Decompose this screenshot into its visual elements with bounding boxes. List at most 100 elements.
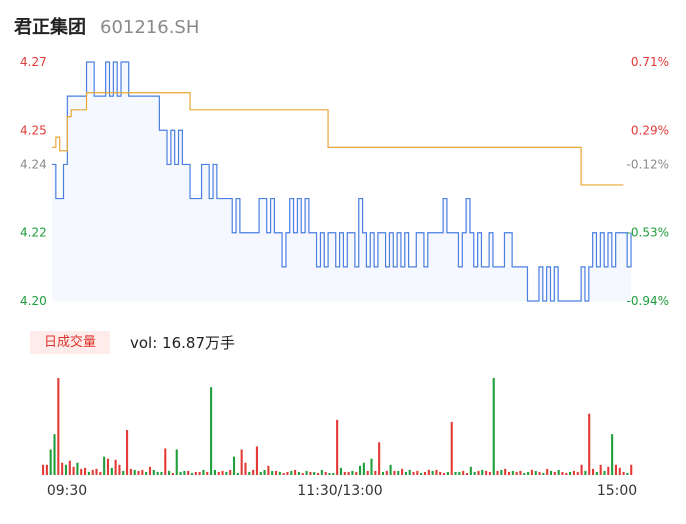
volume-bar xyxy=(290,470,293,475)
price-line xyxy=(52,61,632,302)
volume-bar xyxy=(423,471,427,475)
x-tick: 11:30/13:00 xyxy=(297,483,382,499)
volume-bar xyxy=(614,464,617,475)
volume-bar xyxy=(225,471,228,475)
volume-bar xyxy=(622,471,625,475)
volume-bar xyxy=(507,471,511,475)
volume-bar xyxy=(591,468,595,475)
volume-bar xyxy=(305,470,308,475)
volume-bar xyxy=(458,471,461,475)
volume-bar xyxy=(68,460,71,475)
volume-bar xyxy=(473,471,476,475)
volume-bar xyxy=(397,470,400,475)
volume-bar xyxy=(145,471,148,475)
volume-bar xyxy=(523,472,526,475)
volume-bar xyxy=(439,471,442,475)
volume-bar xyxy=(80,468,83,475)
volume-bar xyxy=(301,472,304,475)
volume-bar xyxy=(618,467,621,475)
price-lines xyxy=(52,61,632,302)
volume-bar xyxy=(259,471,262,475)
volume-bar xyxy=(61,462,64,475)
volume-bar xyxy=(286,471,289,475)
volume-bar xyxy=(420,472,423,475)
volume-bar xyxy=(569,471,572,475)
volume-bar xyxy=(519,470,522,475)
volume-bar xyxy=(339,467,343,475)
y-tick-left: 4.25 xyxy=(20,123,47,137)
volume-bar xyxy=(435,469,438,475)
volume-bar xyxy=(294,469,297,475)
volume-bar xyxy=(401,468,404,475)
volume-bar xyxy=(175,449,178,475)
volume-bar xyxy=(320,469,323,475)
volume-bar xyxy=(274,470,278,475)
volume-value: vol: 16.87万手 xyxy=(130,334,235,352)
volume-bar xyxy=(481,469,484,475)
volume-bars xyxy=(42,378,633,475)
volume-bar xyxy=(152,469,155,475)
volume-bar xyxy=(370,458,373,475)
volume-bar xyxy=(538,471,541,475)
volume-bar xyxy=(213,469,216,475)
volume-bar xyxy=(171,472,174,475)
volume-bar xyxy=(557,469,560,475)
volume-bar xyxy=(374,470,377,475)
volume-bar xyxy=(141,469,144,475)
volume-bar xyxy=(114,459,117,475)
stock-name: 君正集团 xyxy=(14,17,86,38)
volume-bar xyxy=(546,468,549,475)
volume-bar xyxy=(240,449,243,475)
volume-bar xyxy=(271,470,274,475)
volume-bar xyxy=(236,472,239,475)
volume-bar xyxy=(515,471,518,475)
volume-bar xyxy=(244,462,247,475)
volume-bar xyxy=(603,470,606,475)
volume-bar xyxy=(527,471,530,475)
volume-bar xyxy=(164,448,167,475)
volume-bar xyxy=(53,434,56,475)
volume-bar xyxy=(210,387,213,475)
y-tick-right: -0.12% xyxy=(627,157,669,171)
volume-bar xyxy=(412,471,415,475)
y-tick-left: 4.20 xyxy=(20,294,47,308)
volume-bar xyxy=(347,471,350,475)
volume-bar xyxy=(607,466,610,475)
volume-bar xyxy=(454,471,457,475)
volume-bar xyxy=(126,430,129,475)
average-line xyxy=(52,92,624,186)
y-tick-right: -0.53% xyxy=(627,226,669,240)
volume-bar xyxy=(549,470,553,475)
volume-bar xyxy=(580,464,583,475)
y-tick-right: 0.71% xyxy=(631,55,669,69)
volume-bar xyxy=(469,466,472,475)
volume-bar xyxy=(332,472,335,475)
volume-bar xyxy=(309,471,312,475)
x-tick: 09:30 xyxy=(47,483,87,499)
volume-bar xyxy=(336,419,339,475)
y-tick-right: -0.94% xyxy=(627,294,669,308)
volume-bar xyxy=(477,470,480,475)
volume-bar xyxy=(465,472,469,475)
volume-bar xyxy=(576,471,579,475)
volume-bar xyxy=(232,456,236,475)
volume-badge[interactable]: 日成交量 xyxy=(30,331,110,354)
volume-bar xyxy=(389,464,392,475)
volume-bar xyxy=(446,471,449,475)
volume-bar xyxy=(343,471,346,475)
y-tick-left: 4.24 xyxy=(20,157,47,171)
volume-bar xyxy=(431,470,434,475)
volume-bar xyxy=(378,442,381,475)
volume-bar xyxy=(328,472,331,475)
volume-bar xyxy=(355,471,358,475)
volume-bar xyxy=(496,470,499,475)
volume-bar xyxy=(168,470,171,475)
volume-bar xyxy=(49,449,52,475)
volume-bar xyxy=(534,470,537,475)
volume-bar xyxy=(95,468,98,475)
stock-header: 君正集团 601216.SH xyxy=(14,13,199,39)
volume-bar xyxy=(42,464,45,475)
axis-labels: 4.27 4.25 4.24 4.22 4.20 0.71% 0.29% -0.12% -0.5… xyxy=(20,55,669,499)
volume-bar xyxy=(103,456,106,475)
volume-bar xyxy=(530,469,533,475)
